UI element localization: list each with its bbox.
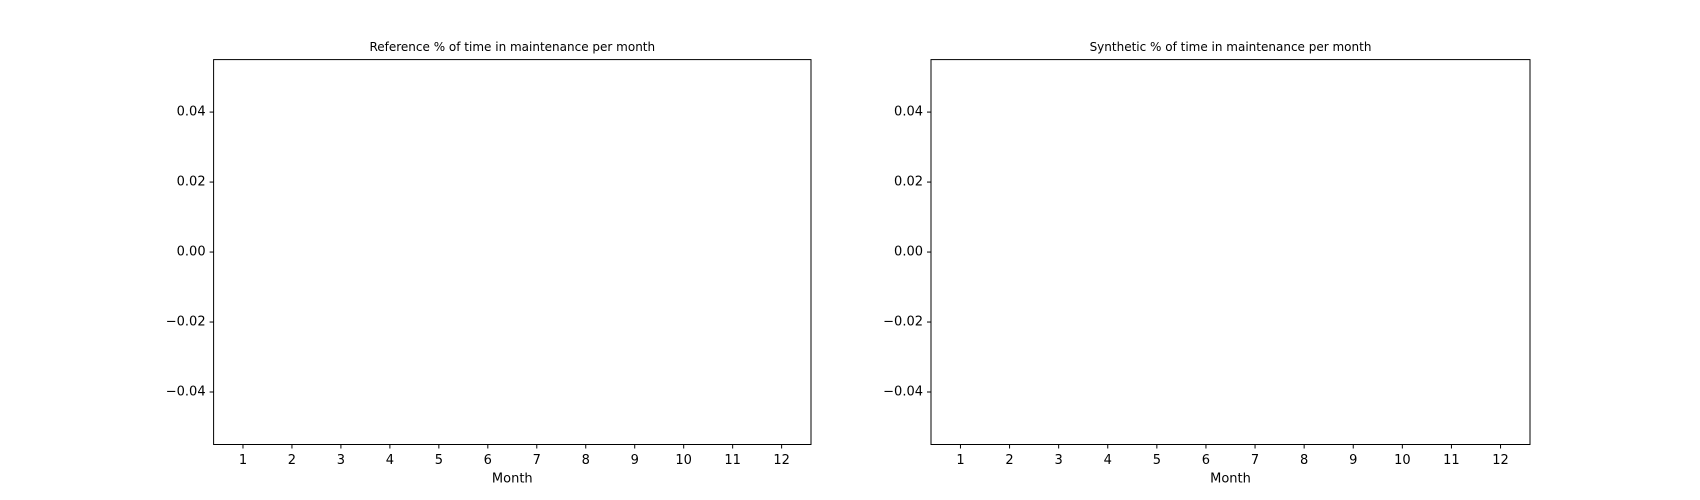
x-tick-label: 11 (724, 453, 741, 468)
y-tick-label: 0.00 (177, 245, 206, 260)
x-tick-label: 1 (956, 453, 964, 468)
y-tick-label: −0.02 (166, 315, 206, 330)
x-tick-label: 4 (1104, 453, 1112, 468)
x-tick-label: 10 (1394, 453, 1411, 468)
y-tick-label: 0.04 (894, 105, 923, 120)
x-tick-label: 7 (533, 453, 541, 468)
x-tick-label: 9 (1349, 453, 1357, 468)
x-tick-label: 2 (288, 453, 296, 468)
y-tick-label: −0.04 (166, 385, 206, 400)
plot-frame (213, 59, 812, 445)
x-tick-label: 4 (386, 453, 394, 468)
x-tick-label: 12 (773, 453, 790, 468)
y-tick-label: −0.04 (883, 385, 923, 400)
chart-title: Synthetic % of time in maintenance per m… (1090, 40, 1372, 54)
x-tick-label: 8 (582, 453, 590, 468)
x-tick-label: 10 (675, 453, 692, 468)
x-tick-label: 6 (484, 453, 492, 468)
x-tick-label: 2 (1005, 453, 1013, 468)
x-tick-label: 7 (1251, 453, 1259, 468)
y-tick-label: −0.02 (883, 315, 923, 330)
x-tick-label: 6 (1202, 453, 1210, 468)
y-tick-label: 0.00 (894, 245, 923, 260)
y-tick-label: 0.02 (177, 175, 206, 190)
x-axis-label: Month (492, 472, 533, 487)
x-tick-label: 11 (1443, 453, 1460, 468)
x-tick-label: 1 (239, 453, 247, 468)
x-tick-label: 3 (337, 453, 345, 468)
x-axis-label: Month (1210, 472, 1251, 487)
x-tick-label: 5 (1153, 453, 1161, 468)
y-tick-label: 0.04 (177, 105, 206, 120)
x-tick-label: 5 (435, 453, 443, 468)
x-tick-label: 9 (631, 453, 639, 468)
x-tick-label: 3 (1055, 453, 1063, 468)
y-tick-label: 0.02 (894, 175, 923, 190)
x-tick-label: 12 (1492, 453, 1509, 468)
chart-title: Reference % of time in maintenance per m… (369, 40, 655, 54)
plot-frame (930, 59, 1531, 445)
x-tick-label: 8 (1300, 453, 1308, 468)
